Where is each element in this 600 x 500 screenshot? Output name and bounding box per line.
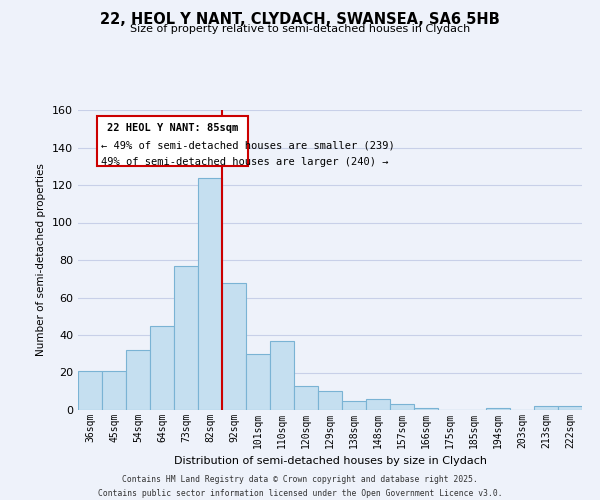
Bar <box>246 354 270 410</box>
Text: 49% of semi-detached houses are larger (240) →: 49% of semi-detached houses are larger (… <box>101 157 388 167</box>
Bar <box>318 391 342 410</box>
Text: Size of property relative to semi-detached houses in Clydach: Size of property relative to semi-detach… <box>130 24 470 34</box>
Y-axis label: Number of semi-detached properties: Number of semi-detached properties <box>37 164 46 356</box>
Bar <box>102 370 126 410</box>
Bar <box>414 408 438 410</box>
Bar <box>534 406 558 410</box>
Bar <box>366 399 390 410</box>
Bar <box>78 370 102 410</box>
Bar <box>342 400 366 410</box>
Bar <box>150 326 174 410</box>
Bar <box>126 350 150 410</box>
Bar <box>174 266 198 410</box>
Text: Contains HM Land Registry data © Crown copyright and database right 2025.
Contai: Contains HM Land Registry data © Crown c… <box>98 476 502 498</box>
X-axis label: Distribution of semi-detached houses by size in Clydach: Distribution of semi-detached houses by … <box>173 456 487 466</box>
Bar <box>558 406 582 410</box>
Bar <box>294 386 318 410</box>
Bar <box>390 404 414 410</box>
Bar <box>270 340 294 410</box>
FancyBboxPatch shape <box>97 116 248 166</box>
Text: ← 49% of semi-detached houses are smaller (239): ← 49% of semi-detached houses are smalle… <box>101 140 395 150</box>
Text: 22, HEOL Y NANT, CLYDACH, SWANSEA, SA6 5HB: 22, HEOL Y NANT, CLYDACH, SWANSEA, SA6 5… <box>100 12 500 28</box>
Bar <box>198 178 222 410</box>
Bar <box>486 408 510 410</box>
Bar <box>222 282 246 410</box>
Text: 22 HEOL Y NANT: 85sqm: 22 HEOL Y NANT: 85sqm <box>107 123 238 133</box>
